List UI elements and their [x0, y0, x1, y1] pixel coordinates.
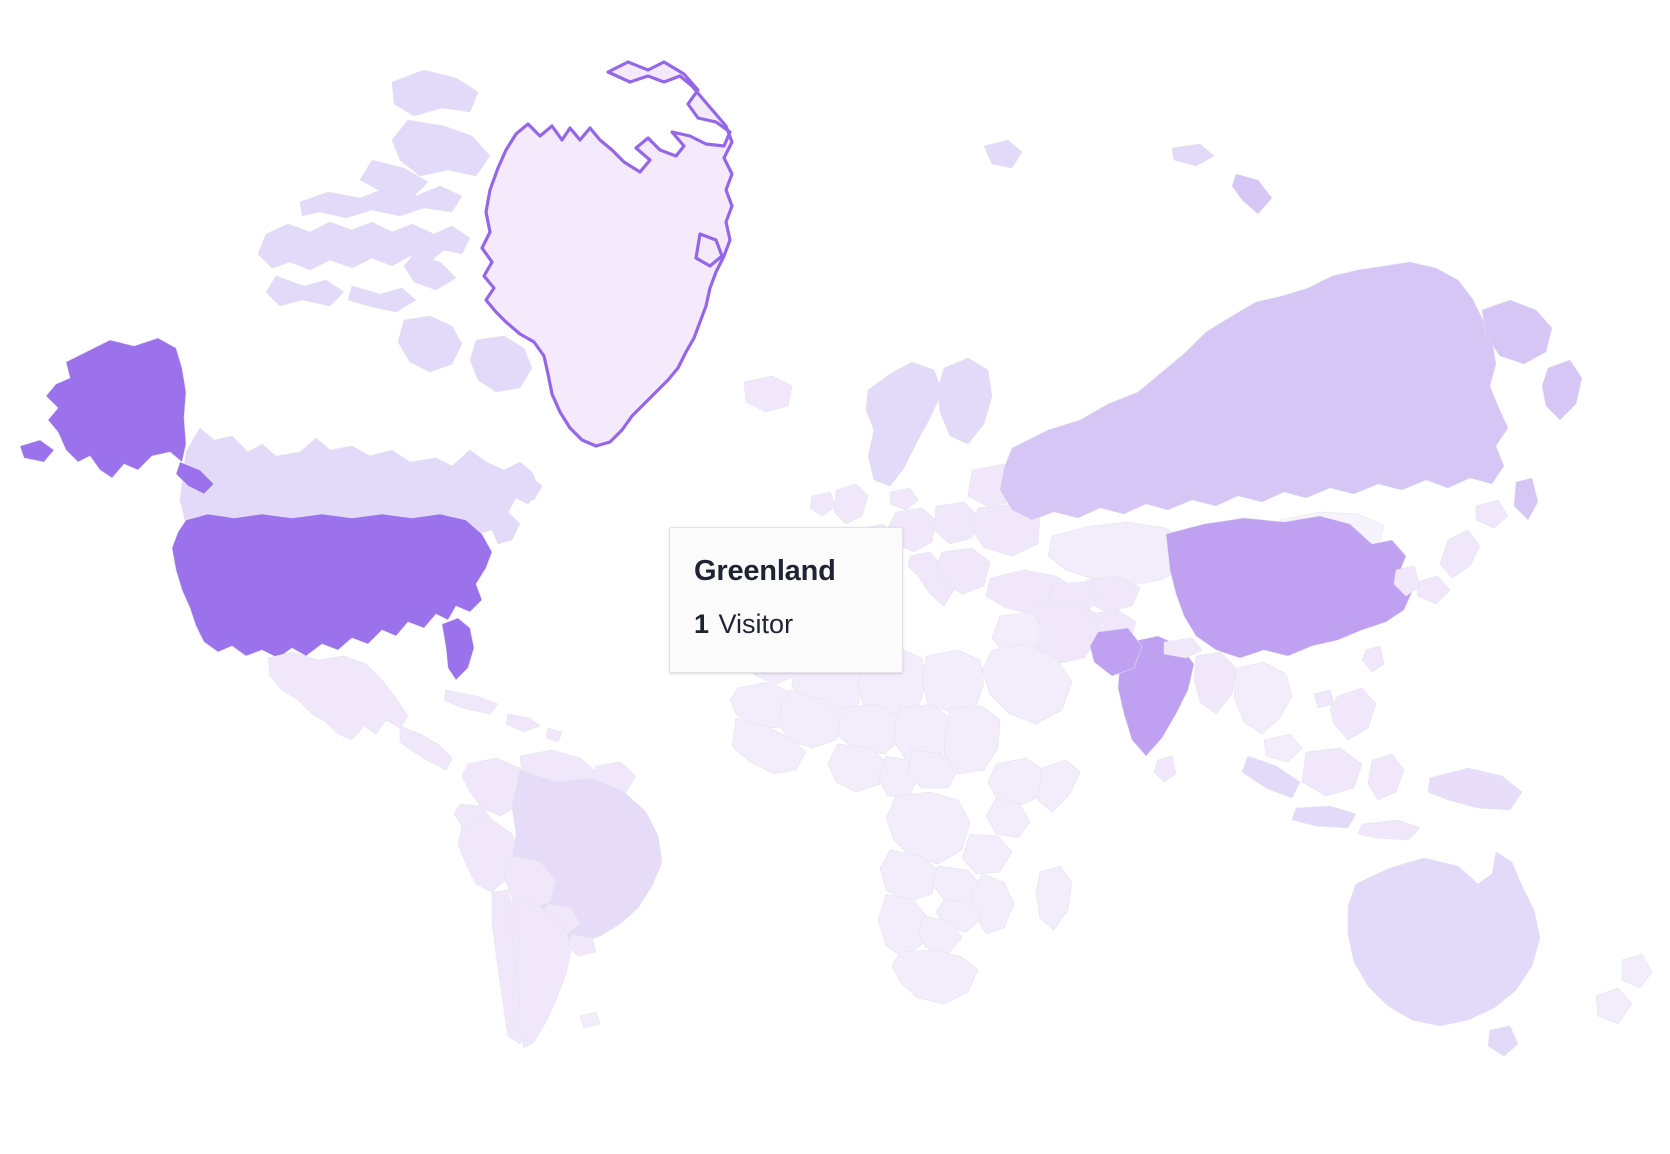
- country-canada-island-5[interactable]: [266, 276, 344, 306]
- country-sulawesi[interactable]: [1368, 754, 1404, 800]
- country-alaska[interactable]: [46, 338, 186, 478]
- country-caribbean-small[interactable]: [546, 728, 562, 742]
- country-nepal-bhutan[interactable]: [1164, 638, 1202, 658]
- country-mali[interactable]: [778, 690, 842, 748]
- country-greenland-detail-east[interactable]: [696, 234, 722, 266]
- country-somalia[interactable]: [1038, 760, 1080, 812]
- country-alaska-panhandle[interactable]: [176, 462, 214, 494]
- country-thailand-indochina[interactable]: [1234, 662, 1292, 734]
- country-pakistan[interactable]: [1090, 628, 1142, 676]
- country-kenya[interactable]: [986, 798, 1030, 838]
- country-canada-island-3[interactable]: [392, 120, 490, 176]
- country-alaska-aleutians[interactable]: [20, 440, 54, 462]
- country-finland[interactable]: [938, 358, 992, 444]
- country-sakhalin[interactable]: [1514, 478, 1538, 520]
- country-egypt[interactable]: [922, 650, 984, 712]
- country-ireland[interactable]: [810, 492, 836, 516]
- country-franz-josef[interactable]: [1172, 144, 1214, 166]
- country-new-zealand-south[interactable]: [1596, 988, 1632, 1024]
- country-sudan[interactable]: [944, 706, 1000, 774]
- country-tasmania[interactable]: [1488, 1026, 1518, 1056]
- country-colombia[interactable]: [462, 758, 528, 816]
- country-france[interactable]: [848, 524, 898, 572]
- country-mozambique[interactable]: [972, 874, 1014, 934]
- country-hispaniola[interactable]: [506, 714, 540, 732]
- country-canada-island-6[interactable]: [348, 286, 416, 312]
- country-lesser-sunda[interactable]: [1358, 820, 1420, 840]
- country-korea[interactable]: [1394, 566, 1420, 596]
- country-malaysia[interactable]: [1264, 734, 1302, 762]
- country-argentina[interactable]: [512, 898, 572, 1048]
- country-japan-south[interactable]: [1416, 576, 1450, 604]
- country-kamchatka[interactable]: [1542, 360, 1582, 420]
- country-canada-island-7[interactable]: [404, 254, 456, 290]
- country-poland[interactable]: [934, 502, 978, 544]
- country-svalbard[interactable]: [984, 140, 1022, 168]
- country-norway-sweden[interactable]: [866, 362, 942, 486]
- country-uk[interactable]: [834, 484, 868, 524]
- country-denmark[interactable]: [890, 488, 918, 510]
- country-uruguay[interactable]: [568, 934, 596, 956]
- country-niger[interactable]: [838, 704, 900, 754]
- country-west-africa-coast[interactable]: [732, 718, 806, 774]
- country-newfoundland[interactable]: [508, 474, 542, 500]
- country-canada-east[interactable]: [470, 336, 532, 392]
- country-java[interactable]: [1292, 806, 1356, 828]
- country-hokkaido[interactable]: [1476, 500, 1508, 528]
- country-angola[interactable]: [880, 850, 938, 902]
- country-hainan[interactable]: [1314, 690, 1334, 708]
- country-china[interactable]: [1166, 516, 1412, 658]
- country-borneo[interactable]: [1302, 748, 1362, 796]
- country-united-states[interactable]: [172, 514, 492, 658]
- country-greenland[interactable]: [482, 62, 732, 446]
- country-canada-island-2[interactable]: [392, 70, 478, 116]
- country-drc[interactable]: [886, 792, 970, 864]
- country-falklands[interactable]: [580, 1012, 600, 1028]
- country-italy[interactable]: [908, 552, 954, 606]
- country-russia-far-east[interactable]: [1482, 300, 1552, 364]
- country-bangladesh-myanmar[interactable]: [1194, 652, 1236, 714]
- country-taiwan[interactable]: [1362, 646, 1384, 672]
- country-tanzania[interactable]: [962, 834, 1012, 874]
- country-ethiopia[interactable]: [988, 758, 1046, 806]
- country-philippines[interactable]: [1330, 688, 1376, 740]
- country-nigeria[interactable]: [828, 744, 886, 792]
- country-peru[interactable]: [458, 820, 520, 892]
- country-canada-island-1[interactable]: [300, 186, 462, 218]
- country-australia[interactable]: [1348, 852, 1540, 1026]
- country-new-zealand-north[interactable]: [1622, 954, 1652, 988]
- country-balkans[interactable]: [936, 548, 990, 594]
- country-morocco[interactable]: [746, 646, 800, 684]
- country-canada-island-4[interactable]: [360, 160, 428, 198]
- country-iceland[interactable]: [744, 376, 792, 412]
- country-madagascar[interactable]: [1036, 866, 1072, 930]
- country-saudi-arabia[interactable]: [982, 644, 1072, 724]
- country-hudson-rim[interactable]: [398, 316, 462, 372]
- country-sri-lanka[interactable]: [1154, 756, 1176, 782]
- country-south-africa[interactable]: [892, 950, 978, 1004]
- country-florida[interactable]: [442, 618, 474, 680]
- country-cuba[interactable]: [444, 690, 498, 714]
- country-novaya-zemlya[interactable]: [1232, 174, 1272, 214]
- country-mauritania[interactable]: [730, 682, 792, 728]
- country-russia[interactable]: [1000, 262, 1508, 520]
- country-japan[interactable]: [1440, 530, 1480, 578]
- country-sumatra[interactable]: [1242, 756, 1300, 798]
- country-central-america[interactable]: [400, 726, 452, 770]
- country-mexico[interactable]: [268, 652, 408, 740]
- country-papua-new-guinea[interactable]: [1428, 768, 1522, 810]
- country-car[interactable]: [908, 750, 958, 788]
